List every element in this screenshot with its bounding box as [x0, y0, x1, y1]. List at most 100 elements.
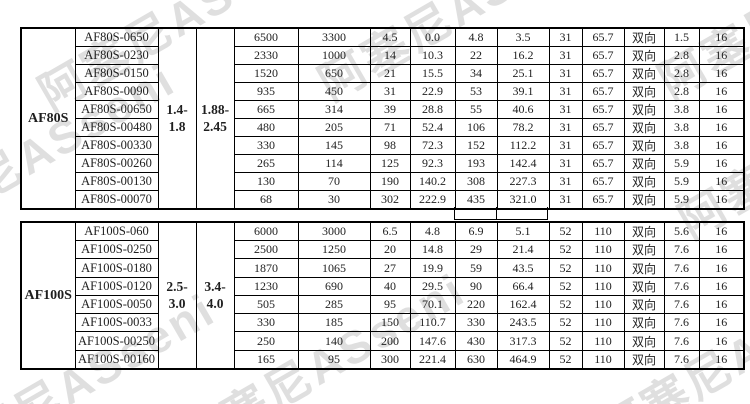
value-cell: 双向	[623, 64, 665, 83]
value-cell: 52	[548, 331, 583, 351]
value-cell: 7.6	[663, 240, 700, 260]
value-cell: 16	[698, 100, 745, 119]
value-cell: 31	[548, 27, 583, 47]
value-cell: 55	[454, 100, 498, 119]
model-cell: AF100S-0120	[74, 276, 159, 296]
value-cell: 16	[698, 240, 745, 260]
value-cell: 16	[698, 190, 745, 210]
value-cell: 66.4	[496, 276, 550, 296]
value-cell: 152	[454, 136, 498, 155]
value-cell: 29	[454, 240, 498, 260]
value-cell: 21	[369, 64, 411, 83]
value-cell: 2.8	[663, 46, 700, 65]
value-cell: 65.7	[581, 190, 625, 210]
value-cell: 330	[454, 313, 498, 333]
value-cell: 98	[369, 136, 411, 155]
value-cell: 14	[369, 46, 411, 65]
value-cell: 2.8	[663, 64, 700, 83]
model-cell: AF80S-00330	[74, 136, 159, 155]
empty-cell	[496, 207, 548, 220]
value-cell: 6000	[233, 221, 299, 242]
value-cell: 70	[297, 172, 371, 191]
value-cell: 双向	[623, 118, 665, 137]
value-cell: 52	[548, 258, 583, 278]
table-row: AF80S-00130 130 70 190 140.2 308 227.3 31 65.7 双向…	[21, 172, 745, 191]
value-cell: 双向	[623, 46, 665, 65]
value-cell: 52.4	[409, 118, 456, 137]
value-cell: 59	[454, 258, 498, 278]
value-cell: 145	[297, 136, 371, 155]
model-cell: AF80S-0650	[74, 27, 159, 47]
value-cell: 27	[369, 258, 411, 278]
value-cell: 7.6	[663, 331, 700, 351]
value-cell: 110	[581, 349, 625, 370]
value-cell: 302	[369, 190, 411, 210]
value-cell: 140	[297, 331, 371, 351]
value-cell: 31	[548, 82, 583, 101]
value-cell: 53	[454, 82, 498, 101]
value-cell: 65.7	[581, 82, 625, 101]
value-cell: 双向	[623, 294, 665, 315]
model-cell: AF80S-00130	[74, 172, 159, 191]
value-cell: 3.8	[663, 118, 700, 137]
value-cell: 65.7	[581, 46, 625, 65]
table-row: AF80S AF80S-0650 1.4- 1.8 1.88- 2.45 6500 3300 4…	[20, 27, 745, 210]
value-cell: 7.6	[663, 349, 700, 370]
value-cell: 16	[698, 172, 745, 191]
model-cell: AF80S-00480	[74, 118, 159, 137]
value-cell: 16	[698, 118, 745, 137]
value-cell: 227.3	[496, 172, 550, 191]
value-cell: 317.3	[496, 331, 550, 351]
series-label-cell: AF100S	[20, 221, 76, 370]
value-cell: 22	[454, 46, 498, 65]
value-cell: 双向	[623, 258, 665, 278]
value-cell: 34	[454, 64, 498, 83]
value-cell: 2330	[233, 46, 299, 65]
table-row: AF80S-00070 68 30 302 222.9 435 321.0 31 65.7 双向 5…	[21, 190, 745, 210]
value-cell: 285	[297, 294, 371, 315]
value-cell: 110	[581, 331, 625, 351]
value-cell: 双向	[623, 313, 665, 333]
value-cell: 4.8	[454, 27, 498, 47]
value-cell: 330	[233, 136, 299, 155]
value-cell: 31	[548, 46, 583, 65]
value-cell: 双向	[623, 154, 665, 173]
ratio-range-cell: 3.4- 4.0	[195, 221, 235, 370]
pressure-range-cell: 2.5- 3.0	[157, 221, 197, 370]
value-cell: 31	[548, 154, 583, 173]
value-cell: 16	[698, 27, 745, 47]
value-cell: 125	[369, 154, 411, 173]
value-cell: 95	[369, 294, 411, 315]
value-cell: 435	[454, 190, 498, 210]
model-cell: AF100S-0250	[74, 240, 159, 260]
value-cell: 200	[369, 331, 411, 351]
table-row: AF80S-00260 265 114 125 92.3 193 142.4 31 65.7 双向…	[21, 154, 745, 173]
table-row: AF100S-00250 250 140 200 147.6 430 317.3 52 110 双…	[21, 331, 745, 351]
model-cell: AF100S-0033	[74, 313, 159, 333]
value-cell: 16	[698, 276, 745, 296]
model-cell: AF80S-00070	[74, 190, 159, 210]
value-cell: 6.5	[369, 221, 411, 242]
model-cell: AF100S-00250	[74, 331, 159, 351]
table-row: AF100S-0050 505 285 95 70.1 220 162.4 52 110 双向 7.…	[21, 294, 745, 315]
value-cell: 71	[369, 118, 411, 137]
value-cell: 65.7	[581, 172, 625, 191]
series-label-cell: AF80S	[20, 27, 76, 210]
value-cell: 双向	[623, 100, 665, 119]
value-cell: 112.2	[496, 136, 550, 155]
value-cell: 935	[233, 82, 299, 101]
value-cell: 147.6	[409, 331, 456, 351]
value-cell: 114	[297, 154, 371, 173]
value-cell: 52	[548, 240, 583, 260]
value-cell: 14.8	[409, 240, 456, 260]
value-cell: 31	[548, 190, 583, 210]
value-cell: 110	[581, 258, 625, 278]
value-cell: 110	[581, 294, 625, 315]
value-cell: 185	[297, 313, 371, 333]
value-cell: 40	[369, 276, 411, 296]
value-cell: 110.7	[409, 313, 456, 333]
value-cell: 205	[297, 118, 371, 137]
value-cell: 1.5	[663, 27, 700, 47]
value-cell: 265	[233, 154, 299, 173]
